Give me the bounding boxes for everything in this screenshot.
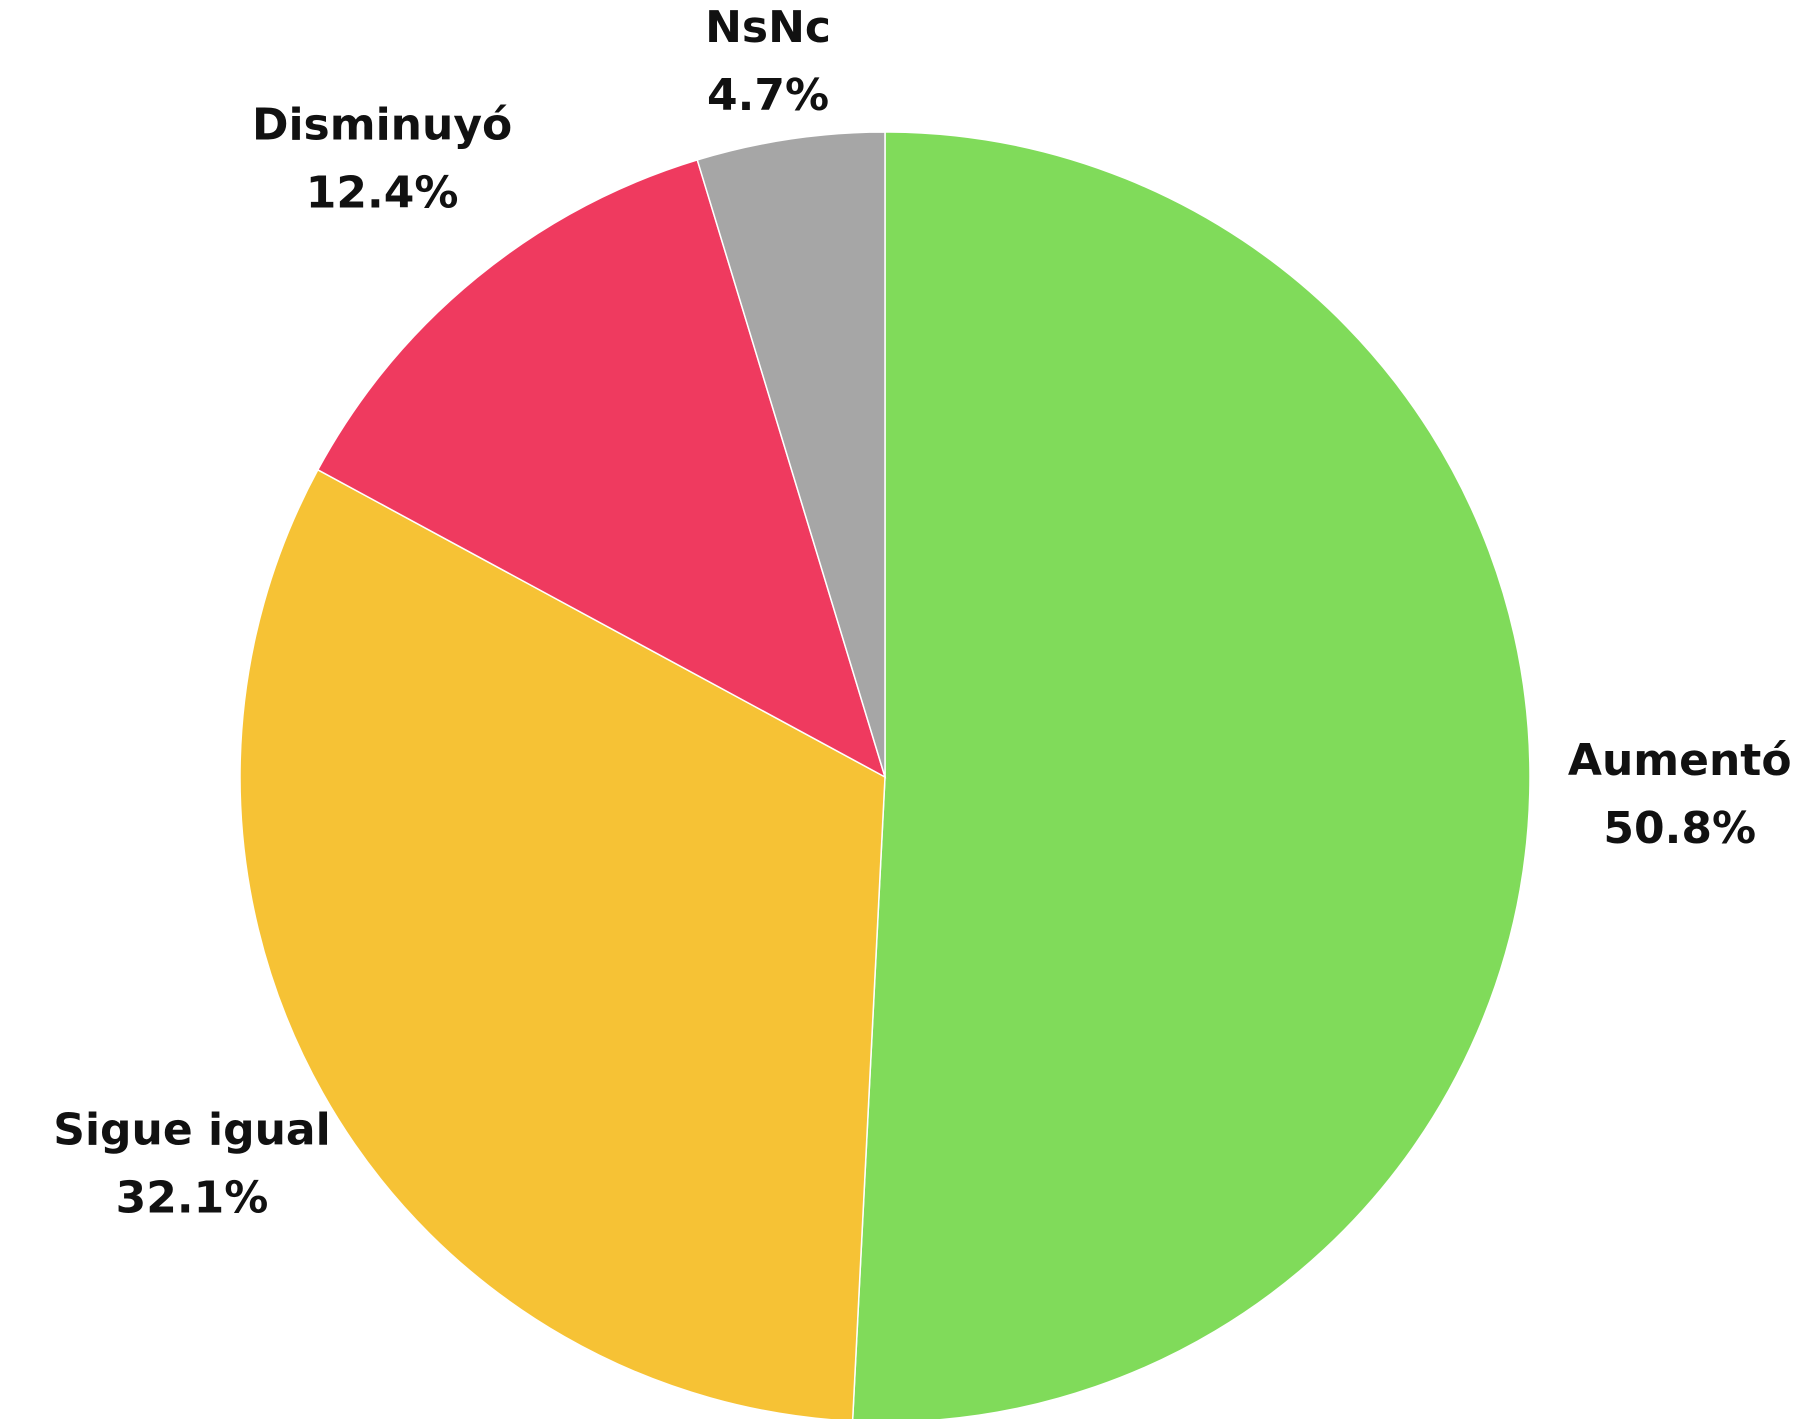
slice-label: Aumentó — [1568, 735, 1792, 786]
value-label: 32.1% — [116, 1173, 269, 1224]
value-label: 50.8% — [1603, 803, 1756, 854]
value-label: 12.4% — [306, 167, 459, 218]
slice-label: NsNc — [705, 2, 831, 53]
value-label: 4.7% — [707, 70, 829, 121]
pie-slice — [239, 468, 886, 1419]
slice-label: Disminuyó — [252, 99, 512, 150]
pie-slice — [316, 158, 887, 779]
slice-label: Sigue igual — [53, 1105, 330, 1156]
pie-slice — [851, 131, 1531, 1419]
pie-slice — [696, 131, 886, 778]
